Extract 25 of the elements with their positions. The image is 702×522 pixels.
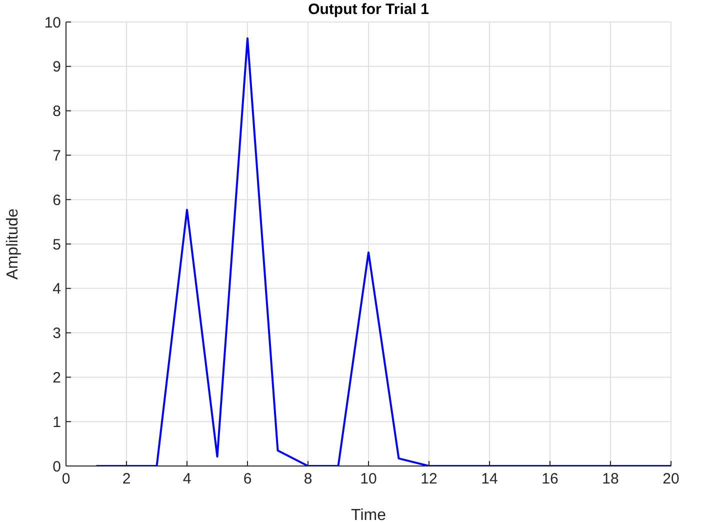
y-tick-label: 7 [52, 148, 61, 165]
x-tick-label: 14 [481, 470, 498, 488]
x-tick-label: 8 [304, 470, 312, 488]
y-tick-label: 9 [52, 58, 61, 76]
x-tick-label: 10 [360, 470, 377, 488]
x-axis-title: Time [351, 507, 386, 522]
y-tick-label: 1 [52, 414, 61, 431]
x-tick-label: 20 [662, 470, 680, 488]
y-tick-label: 8 [52, 103, 61, 120]
x-tick-label: 18 [602, 470, 619, 488]
chart-title: Output for Trial 1 [307, 1, 430, 18]
x-tick-label: 16 [542, 470, 558, 488]
y-tick-label: 5 [52, 236, 61, 254]
y-axis-title: Amplitude [4, 208, 22, 280]
x-tick-label: 2 [122, 470, 131, 488]
y-tick-label: 0 [52, 458, 61, 476]
y-tick-label: 6 [52, 192, 61, 209]
y-tick-label: 4 [52, 280, 61, 298]
y-tick-label: 3 [52, 325, 61, 342]
x-tick-label: 4 [182, 470, 192, 488]
line-series [95, 37, 671, 466]
y-tick-label: 10 [44, 14, 61, 32]
y-tick-label: 2 [52, 370, 61, 387]
x-tick-label: 6 [243, 470, 252, 488]
x-tick-label: 12 [420, 470, 438, 488]
